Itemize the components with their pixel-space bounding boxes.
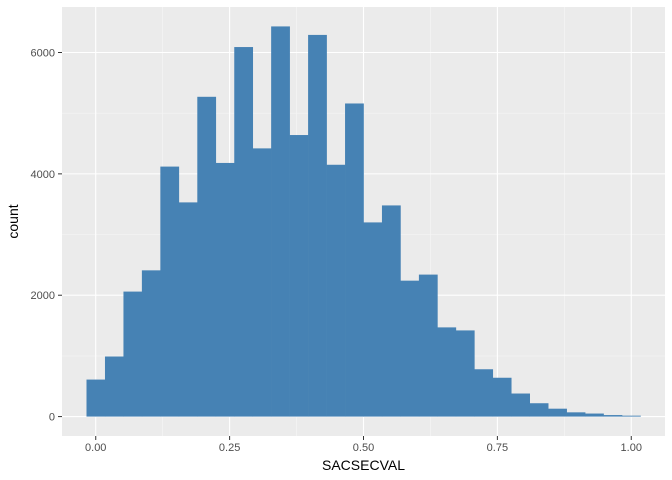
histogram-bar bbox=[418, 274, 438, 417]
histogram-bar bbox=[308, 34, 327, 417]
histogram-bar bbox=[326, 164, 346, 417]
x-axis-ticks: 0.00 0.25 0.50 0.75 1.00 bbox=[85, 436, 642, 454]
histogram-bar bbox=[548, 408, 567, 417]
histogram-bar bbox=[585, 413, 604, 417]
histogram-bar bbox=[234, 47, 254, 417]
histogram-bar bbox=[252, 148, 272, 417]
histogram-bar bbox=[271, 26, 290, 417]
histogram-bar bbox=[345, 103, 364, 417]
histogram-bar bbox=[363, 222, 383, 417]
histogram-bar bbox=[141, 270, 161, 417]
x-tick-label: 0.50 bbox=[353, 442, 374, 454]
histogram-bar bbox=[529, 403, 549, 417]
y-axis-ticks: 0 2000 4000 6000 bbox=[31, 48, 62, 424]
y-tick-label: 4000 bbox=[31, 169, 55, 181]
histogram-bar bbox=[511, 393, 530, 417]
x-tick-label: 0.00 bbox=[85, 442, 106, 454]
histogram-bar bbox=[474, 369, 494, 417]
y-tick-label: 2000 bbox=[31, 290, 55, 302]
histogram-bar bbox=[400, 280, 420, 417]
histogram-bars bbox=[86, 26, 641, 417]
histogram-bar bbox=[289, 135, 309, 417]
y-axis-title: count bbox=[5, 204, 21, 238]
histogram-bar bbox=[492, 377, 512, 417]
x-tick-label: 1.00 bbox=[621, 442, 642, 454]
histogram-bar bbox=[104, 356, 124, 417]
histogram-bar bbox=[86, 379, 106, 417]
x-tick-label: 0.25 bbox=[219, 442, 240, 454]
histogram-bar bbox=[622, 415, 641, 417]
histogram-bar bbox=[381, 205, 401, 417]
histogram-bar bbox=[437, 327, 457, 417]
y-tick-label: 0 bbox=[49, 412, 55, 424]
histogram-bar bbox=[455, 330, 475, 417]
histogram-bar bbox=[160, 166, 180, 417]
y-tick-label: 6000 bbox=[31, 48, 55, 60]
histogram-bar bbox=[197, 96, 217, 417]
histogram-bar bbox=[123, 291, 143, 417]
histogram-bar bbox=[566, 412, 586, 417]
histogram-bar bbox=[603, 415, 623, 417]
x-axis-title: SACSECVAL bbox=[322, 457, 405, 473]
x-tick-label: 0.75 bbox=[487, 442, 508, 454]
histogram-bar bbox=[215, 162, 235, 417]
histogram-bar bbox=[178, 202, 198, 417]
